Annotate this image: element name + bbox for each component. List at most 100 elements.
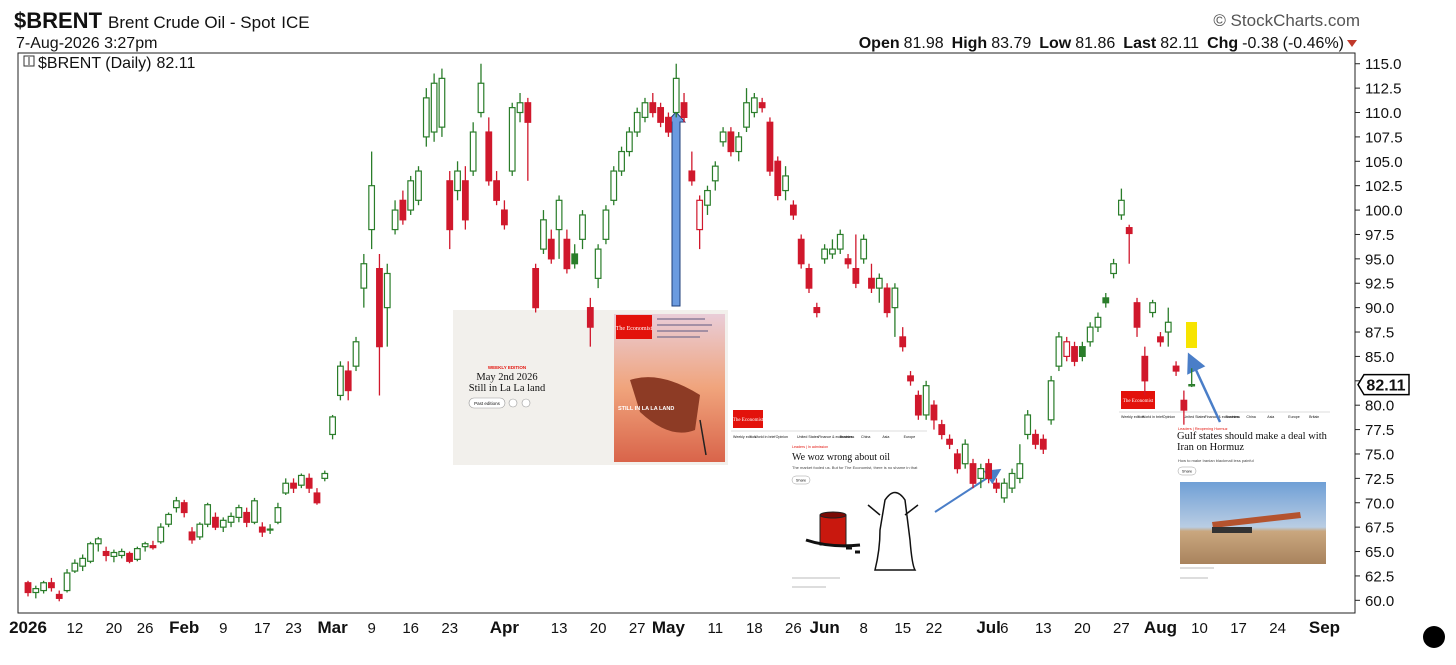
x-tick-label: 12 [67, 620, 84, 637]
y-tick-label: 97.5 [1365, 227, 1394, 244]
candle-body [24, 582, 32, 594]
open-label: Open [859, 35, 900, 52]
candle-body [1094, 316, 1102, 328]
candle-body [165, 513, 172, 525]
candle-body [282, 482, 290, 494]
candle-body [1102, 297, 1110, 304]
candle-body [1157, 336, 1164, 343]
candle-body [953, 453, 961, 470]
candle-body [399, 199, 407, 221]
candle-body [555, 199, 563, 231]
headline: Gulf states should make a deal with Iran… [1177, 431, 1327, 453]
candle-body [1149, 302, 1157, 314]
x-tick-label: 22 [926, 620, 943, 637]
candle-body [688, 170, 696, 182]
candle-body [571, 253, 579, 265]
y-tick-label: 112.5 [1365, 81, 1401, 98]
candle-body [501, 209, 508, 226]
y-tick-label: 102.5 [1365, 178, 1403, 195]
candle-body [290, 482, 297, 489]
cover-headline: STILL IN LA LA LAND [618, 406, 674, 412]
price-tag [1357, 373, 1410, 396]
y-tick-label: 67.5 [1365, 520, 1394, 537]
x-tick-label: 15 [894, 620, 911, 637]
logo: The Economist [1123, 399, 1154, 404]
candle-body [610, 170, 618, 201]
paint-can-top [819, 511, 847, 519]
candle-body [352, 341, 360, 367]
edition-label: WEEKLY EDITION [488, 365, 526, 370]
headline-box: Gulf states should make a deal with Iran… [1177, 431, 1327, 453]
candle-body [196, 523, 204, 538]
dek: The market fooled us. But for The Econom… [792, 465, 918, 470]
candle-body [532, 268, 540, 309]
nav-item: Britain [1309, 415, 1319, 419]
candle-body [680, 102, 688, 118]
candle-body [1117, 199, 1125, 216]
low-value: 81.86 [1075, 35, 1115, 52]
candle-body [579, 214, 586, 240]
candle-body [1016, 463, 1024, 479]
candle-body [493, 180, 500, 201]
candle-body [274, 507, 282, 523]
x-tick-label: 27 [629, 620, 646, 637]
candle-body [1078, 346, 1086, 358]
candle-body [836, 233, 844, 250]
candle-body [1055, 336, 1063, 367]
candle-body [32, 588, 40, 594]
next-button [521, 398, 531, 408]
candle-body [961, 443, 969, 465]
chg-label: Chg [1207, 35, 1238, 52]
candle-body [899, 336, 907, 348]
candle-body [618, 150, 625, 172]
legend: $BRENT (Daily) 82.11 [38, 55, 195, 72]
x-tick-label: Aug [1144, 618, 1177, 637]
candle-body [938, 424, 946, 436]
candle-body [875, 277, 883, 289]
x-tick-label: 26 [785, 620, 802, 637]
nav-item: Opinion [1163, 415, 1175, 419]
candle-body [79, 557, 87, 567]
candle-body [391, 209, 399, 231]
candle-body [516, 102, 524, 114]
y-tick-label: 77.5 [1365, 422, 1394, 439]
x-tick-label: Feb [169, 618, 199, 637]
candle-body [1141, 355, 1149, 382]
candle-body [696, 199, 704, 231]
candle-body [1047, 380, 1055, 421]
candle-body [633, 111, 641, 133]
candle-body [71, 562, 79, 572]
candle-body [922, 385, 930, 416]
candle-body [1039, 438, 1047, 450]
x-tick-label: 11 [707, 620, 723, 637]
candle-body [844, 258, 852, 265]
candle-body [1180, 399, 1188, 411]
y-tick-label: 80.0 [1365, 398, 1394, 415]
candle-body [188, 531, 196, 541]
high-value: 83.79 [991, 35, 1031, 52]
symbol: $BRENT [14, 8, 103, 33]
candle-body [235, 507, 243, 518]
candle-body [1071, 346, 1078, 362]
last-candle-highlight [1186, 322, 1197, 348]
candle-body [852, 268, 860, 284]
nav-item: Business [840, 435, 855, 439]
candle-body [461, 180, 469, 221]
candle-body [266, 528, 274, 531]
candle-body [1024, 414, 1032, 436]
candle-body [540, 219, 547, 250]
y-tick-label: 85.0 [1365, 349, 1394, 366]
candle-body [821, 248, 829, 260]
nav-item: World in brief [1142, 415, 1163, 419]
logo-box [1121, 391, 1155, 409]
x-tick-label: 17 [254, 620, 271, 637]
ghost-arms [867, 504, 919, 516]
candle-body [727, 131, 735, 153]
candle-body [87, 543, 94, 562]
x-tick-label: 20 [106, 620, 123, 637]
nav-item: World in brief [754, 435, 775, 439]
candle-body [914, 394, 922, 416]
headline: We woz wrong about oil [792, 452, 890, 463]
